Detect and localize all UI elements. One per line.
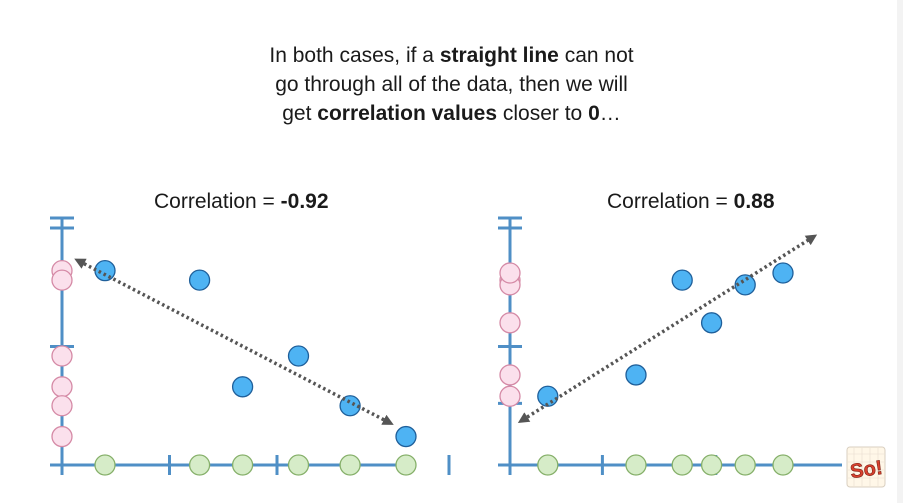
left-data-point: [287, 345, 310, 367]
right-data-point: [700, 312, 723, 334]
left-scatter-plot: [50, 216, 451, 476]
left-chart-title-label: Correlation =: [154, 190, 281, 213]
left-chart-title: Correlation = -0.92: [154, 189, 329, 215]
right-x-projection: [734, 454, 756, 476]
right-chart-title: Correlation = 0.88: [607, 189, 775, 215]
right-y-projection: [499, 312, 521, 334]
left-x-projection: [188, 454, 211, 476]
left-x-projection: [231, 454, 254, 476]
left-x-projection: [94, 454, 116, 476]
left-y-projection: [51, 425, 73, 448]
headline-line-3: get correlation values closer to 0…: [0, 99, 903, 128]
headline-bold-straight-line: straight line: [439, 44, 559, 67]
right-x-projection: [700, 454, 723, 476]
right-data-point: [671, 269, 693, 291]
right-x-projection: [625, 454, 647, 476]
headline-line-2: go through all of the data, then we will: [275, 73, 628, 96]
right-scatter-plot: [498, 216, 842, 476]
right-y-projection: [499, 262, 521, 284]
right-data-point: [537, 385, 559, 407]
left-y-projection: [51, 376, 73, 398]
right-y-projection: [499, 364, 521, 386]
left-chart-correlation-value: -0.92: [280, 190, 329, 213]
left-x-projection: [287, 454, 310, 476]
left-data-point: [188, 269, 211, 291]
right-y-projection: [499, 385, 521, 407]
slide-edge: [897, 0, 903, 503]
headline-text: closer to: [497, 102, 589, 125]
right-x-projection: [671, 454, 693, 476]
left-y-projection: [51, 269, 73, 291]
statquest-logo-text: So!: [849, 457, 884, 483]
right-x-projection: [537, 454, 559, 476]
left-y-projection: [51, 395, 73, 417]
right-chart-title-label: Correlation =: [607, 190, 734, 213]
left-data-point: [395, 425, 417, 448]
left-data-point: [231, 376, 254, 398]
headline-text: can not: [558, 44, 634, 67]
headline-bold-correlation-values: correlation values: [317, 102, 498, 125]
headline-text: In both cases, if a: [269, 44, 440, 67]
headline-ellipsis: …: [599, 102, 621, 125]
left-x-projection: [395, 454, 417, 476]
right-x-projection: [772, 454, 794, 476]
left-data-point: [94, 260, 116, 282]
headline-text: get: [282, 102, 318, 125]
left-y-projection: [51, 345, 73, 367]
statquest-logo-icon: So!: [846, 446, 886, 488]
headline: In both cases, if a straight line can no…: [0, 41, 903, 128]
headline-bold-zero: 0: [588, 102, 600, 125]
left-trend-arrow: [74, 258, 394, 425]
right-trend-arrow: [517, 234, 818, 423]
right-data-point: [625, 364, 647, 386]
left-x-projection: [339, 454, 361, 476]
right-data-point: [772, 262, 794, 284]
right-chart-correlation-value: 0.88: [733, 190, 775, 213]
headline-line-1: In both cases, if a straight line can no…: [0, 41, 903, 70]
